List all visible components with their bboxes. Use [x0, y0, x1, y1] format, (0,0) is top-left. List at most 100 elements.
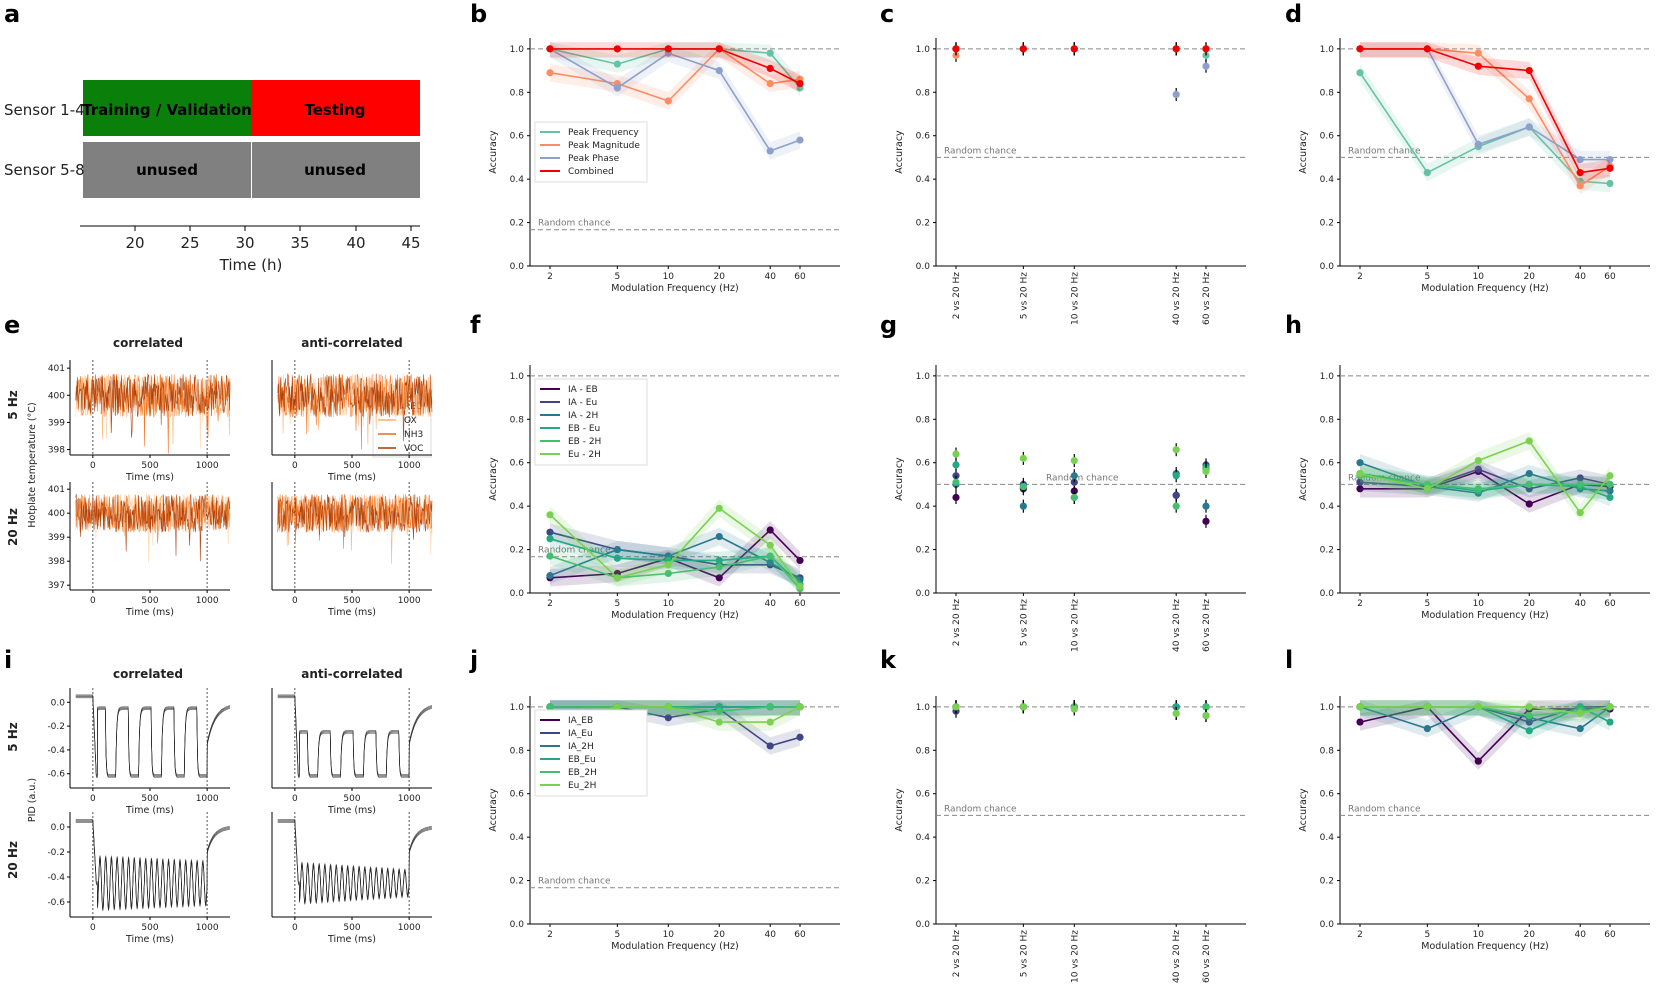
time-tick-label: 1000 [196, 596, 219, 606]
data-point [546, 528, 554, 536]
y-axis-label: Accuracy [488, 788, 499, 832]
y-tick-label: 0.4 [916, 502, 931, 512]
data-point [1070, 472, 1078, 480]
y-tick-label: 0.2 [510, 219, 524, 229]
x-tick-label: 60 [794, 599, 806, 609]
confidence-band [1360, 700, 1610, 723]
x-tick-label: 2 vs 20 Hz [952, 599, 962, 647]
data-point [766, 64, 774, 72]
time-tick-label: 0 [292, 923, 298, 933]
trace-ytick-label: 0.0 [51, 698, 66, 708]
confidence-band [550, 547, 800, 593]
x-tick-label: 2 [1357, 599, 1363, 609]
x-axis-label: Modulation Frequency (Hz) [611, 610, 738, 621]
x-tick-label: 10 vs 20 Hz [1070, 599, 1080, 652]
y-tick-label: 0.2 [916, 546, 930, 556]
data-point [1019, 454, 1027, 462]
data-point [715, 556, 723, 565]
x-tick-label: 5 vs 20 Hz [1019, 930, 1029, 978]
time-axis-label: Time (ms) [125, 934, 174, 945]
data-point [1356, 459, 1364, 467]
chart-panel-c: 0.0 0.2 0.4 0.6 0.8 1.0 Accuracy Random chance 2… [894, 38, 1246, 325]
chart-panel-f: 0.0 0.2 0.4 0.6 0.8 1.0 Accuracy Random chance 2… [488, 365, 840, 621]
trace-ytick-label: -0.4 [47, 873, 65, 883]
data-point [715, 66, 723, 75]
data-point [664, 714, 672, 722]
trace-ytick-label: 401 [48, 485, 65, 495]
series-eu-2h [952, 443, 1210, 478]
y-tick-label: 0.6 [1320, 459, 1335, 469]
data-point [1576, 182, 1584, 190]
data-point [952, 450, 960, 458]
trace-ytick-label: -0.6 [47, 770, 65, 780]
trace-ytick-label: -0.6 [47, 898, 65, 908]
data-point [715, 718, 723, 726]
y-tick-label: 0.2 [916, 219, 930, 229]
legend-label: IA_Eu [568, 729, 593, 739]
series-eu-2h [1356, 432, 1614, 522]
pid-trace [277, 695, 433, 776]
data-point [952, 478, 960, 486]
legend: Peak Frequency Peak Magnitude Peak Phase Co… [534, 121, 648, 183]
x-tick-label: 60 [1604, 272, 1616, 282]
time-tick-label: 1000 [196, 923, 219, 933]
time-tick-label: 500 [141, 596, 158, 606]
y-tick-label: 0.0 [1320, 589, 1335, 599]
panel-letter-f: f [470, 311, 481, 339]
y-axis-label: Accuracy [488, 130, 499, 174]
data-point [796, 703, 804, 711]
time-tick-label: 35 [290, 234, 309, 252]
y-tick-label: 0.6 [1320, 132, 1335, 142]
trace-panels: correlated anti-correlated 5 Hz 20 Hz Ho… [6, 336, 433, 945]
y-tick-label: 0.6 [916, 790, 931, 800]
data-point [664, 97, 672, 105]
unused-block-left [83, 142, 251, 198]
time-tick-label: 0 [292, 461, 298, 471]
series-line [1359, 706, 1611, 730]
chart-panel-l: 0.0 0.2 0.4 0.6 0.8 1.0 Accuracy Random chance 2… [1298, 696, 1650, 952]
y-tick-label: 0.0 [510, 920, 525, 930]
panel-letter-g: g [880, 311, 897, 339]
panel-letter-c: c [880, 0, 894, 28]
series-peak-magnitude [952, 42, 1210, 62]
data-point [546, 535, 554, 543]
data-point [1525, 95, 1533, 103]
y-tick-label: 0.8 [916, 415, 931, 425]
data-point [613, 60, 621, 68]
training-label: Training / Validation [82, 101, 252, 119]
trace-subplot-e-20hz-corr: 401 400 399 398 397 0 500 1000 Time (ms) [48, 482, 231, 618]
time-tick-label: 500 [141, 461, 158, 471]
series-ia-eb [952, 482, 1210, 528]
data-point [546, 45, 554, 53]
time-tick-label: 0 [90, 596, 96, 606]
x-tick-label: 10 [1473, 272, 1485, 282]
data-point [715, 532, 723, 541]
data-point [1606, 179, 1614, 188]
panel-letter-d: d [1285, 0, 1302, 28]
trace-ytick-label: -0.2 [47, 848, 65, 858]
data-point [613, 84, 621, 92]
y-tick-label: 1.0 [510, 45, 525, 55]
series-line [1360, 706, 1611, 715]
series-combined [1356, 42, 1614, 182]
pid-trace [75, 819, 230, 909]
pid-trace [277, 819, 432, 902]
data-point [1019, 483, 1027, 491]
trace-subplot-e-5hz-corr: 401 400 399 398 0 500 1000 Time (ms) [48, 360, 231, 483]
panel-a-timeline: Training / Validation Testing unused unu… [4, 80, 421, 274]
pid-trace [75, 695, 231, 776]
data-point [796, 582, 804, 591]
data-point [766, 49, 774, 57]
x-tick-label: 20 [1524, 272, 1536, 282]
testing-block [251, 80, 420, 136]
x-tick-label: 20 [714, 599, 726, 609]
e-ylabel: Hotplate temperature (°C) [27, 402, 38, 527]
trace-ytick-label: -0.4 [47, 746, 65, 756]
temperature-trace [277, 493, 433, 549]
data-point [715, 574, 723, 582]
trace-subplot-e-20hz-anti: 0 500 1000 Time (ms) [271, 482, 433, 618]
data-point [664, 45, 672, 53]
time-tick-label: 0 [292, 596, 298, 606]
